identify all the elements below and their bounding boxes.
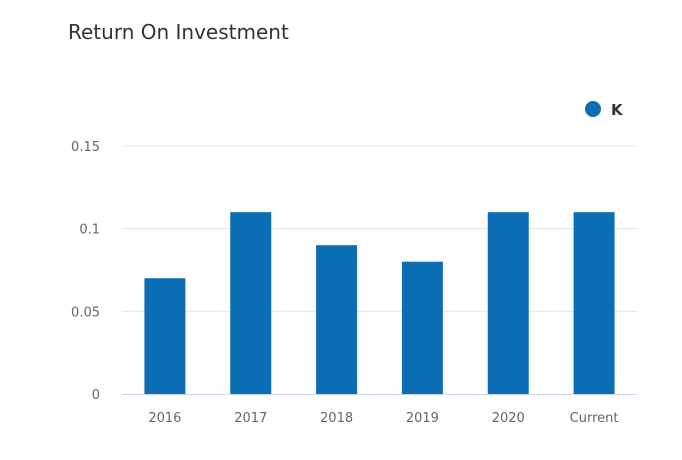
legend[interactable]: K xyxy=(585,101,624,119)
chart-title: Return On Investment xyxy=(68,20,289,44)
x-tick-label: 2016 xyxy=(148,411,181,426)
x-tick-label: Current xyxy=(570,411,619,426)
bar[interactable] xyxy=(230,212,272,394)
bar[interactable] xyxy=(401,261,443,394)
bar[interactable] xyxy=(316,245,358,394)
x-axis: 2016 2017 2018 2019 2020 Current xyxy=(122,394,637,426)
x-tick-label: 2018 xyxy=(320,411,353,426)
y-tick-label: 0 xyxy=(92,388,100,403)
x-tick-label: 2020 xyxy=(492,411,525,426)
y-tick-label: 0.1 xyxy=(79,223,100,238)
bar[interactable] xyxy=(144,278,186,394)
bar[interactable] xyxy=(487,212,529,394)
y-tick-label: 0.05 xyxy=(71,305,100,320)
legend-label[interactable]: K xyxy=(611,101,624,119)
gridlines xyxy=(122,145,637,312)
x-tick-label: 2019 xyxy=(406,411,439,426)
y-axis: 0 0.05 0.1 0.15 xyxy=(71,140,100,403)
legend-marker[interactable] xyxy=(585,101,601,117)
bars xyxy=(144,212,615,394)
y-tick-label: 0.15 xyxy=(71,140,100,155)
x-tick-label: 2017 xyxy=(234,411,267,426)
bar[interactable] xyxy=(573,212,615,394)
